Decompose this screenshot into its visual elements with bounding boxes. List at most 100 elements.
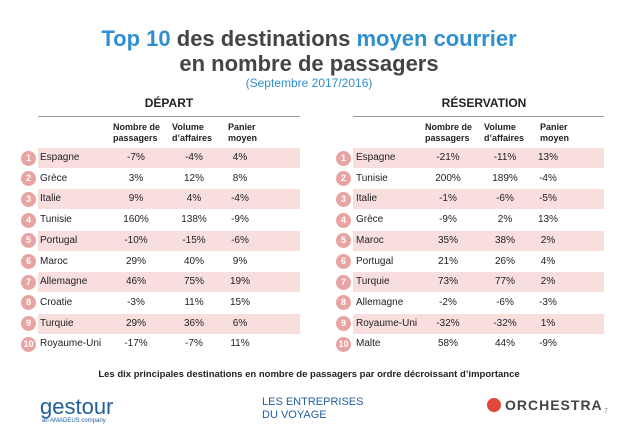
cell-value: 26% [494, 255, 515, 267]
cell-value: 40% [183, 255, 204, 267]
footnote: Les dix principales destinations en nomb… [98, 369, 520, 380]
destination: Tunisie [40, 214, 72, 226]
rank-badge: 6 [21, 254, 36, 269]
cell-value: 38% [494, 234, 515, 246]
column-header: Volume d’affaires [484, 122, 525, 143]
destination: Turquie [40, 317, 74, 329]
cell-value: -9% [539, 338, 557, 350]
cell-value: 44% [494, 338, 515, 350]
gestour-subtitle: an AMADEUS company [42, 418, 106, 424]
table-heading: RÉSERVATION [441, 96, 527, 110]
row-band [38, 148, 300, 168]
rank-badge: 6 [336, 254, 351, 269]
cell-value: -6% [496, 296, 514, 308]
destination: Espagne [356, 152, 396, 163]
rank-badge: 3 [336, 191, 351, 207]
destination: Malte [356, 338, 381, 350]
rank-badge: 8 [21, 295, 36, 311]
cell-value: 11% [184, 296, 204, 308]
cell-value: 58% [437, 338, 458, 350]
rank-badge: 5 [336, 233, 351, 249]
cell-value: 12% [183, 172, 204, 184]
cell-value: 200% [435, 172, 461, 184]
cell-value: -4% [231, 193, 249, 205]
row-band [353, 313, 604, 334]
destination: Allemagne [356, 296, 404, 308]
destination: Royaume-Uni [356, 317, 418, 329]
destination: Portugal [40, 234, 78, 246]
cell-value: -7% [185, 338, 203, 350]
gestour-logo: gestour [40, 394, 114, 419]
cell-value: 4% [186, 193, 202, 205]
cell-value: 11% [230, 338, 250, 350]
table-heading: DÉPART [144, 96, 194, 110]
cell-value: 4% [540, 255, 556, 267]
cell-value: -2% [439, 296, 457, 308]
rank-badge: 5 [21, 233, 36, 249]
destination: Grèce [40, 172, 68, 184]
cell-value: -6% [231, 234, 249, 246]
row-band [38, 230, 300, 251]
destination: Italie [356, 193, 378, 205]
cell-value: 15% [229, 296, 250, 308]
rule [353, 116, 604, 117]
rank-badge: 4 [21, 212, 36, 228]
subtitle: (Septembre 2017/2016) [245, 76, 373, 90]
cell-value: 6% [232, 317, 248, 329]
cell-value: 29% [125, 255, 146, 267]
rule [38, 116, 300, 117]
cell-value: 160% [123, 214, 149, 226]
cell-value: 21% [437, 255, 458, 267]
cell-value: 4% [232, 152, 248, 163]
cell-value: -4% [185, 152, 203, 163]
cell-value: -1% [439, 193, 457, 205]
cell-value: 138% [181, 214, 207, 226]
destination: Turquie [356, 276, 390, 288]
cell-value: 9% [232, 255, 248, 267]
orchestra-logo: ORCHESTRA [505, 397, 603, 413]
column-header: Volume d’affaires [172, 122, 213, 143]
cell-value: 35% [437, 234, 458, 246]
cell-value: -11% [493, 152, 517, 163]
title-line1: Top 10 des destinations moyen courrier [0, 26, 618, 52]
title-part: des destinations [176, 26, 351, 51]
column-header: Panier moyen [540, 122, 570, 143]
rank-badge: 3 [21, 191, 36, 207]
cell-value: 19% [229, 276, 250, 288]
row-band [38, 272, 300, 293]
destination: Royaume-Uni [40, 338, 102, 350]
rank-badge: 7 [336, 274, 351, 290]
destination: Tunisie [356, 172, 388, 184]
destination: Croatie [40, 296, 73, 308]
cell-value: -17% [124, 338, 148, 350]
cell-value: -3% [539, 296, 557, 308]
destination: Grèce [356, 214, 384, 226]
orchestra-icon [487, 398, 501, 412]
cell-value: -7% [127, 152, 145, 163]
rank-badge: 7 [21, 274, 36, 290]
destination: Allemagne [40, 276, 88, 288]
cell-value: 13% [537, 214, 558, 226]
cell-value: 75% [183, 276, 204, 288]
destination: Italie [40, 193, 62, 205]
cell-value: -3% [127, 296, 145, 308]
cell-value: 29% [125, 317, 146, 329]
column-header: Nombre de passagers [113, 122, 161, 143]
cell-value: -9% [231, 214, 249, 226]
row-band [353, 189, 604, 210]
rank-badge: 2 [21, 171, 36, 187]
rank-badge: 4 [336, 212, 351, 228]
cell-value: -10% [124, 234, 148, 246]
cell-value: -15% [182, 234, 206, 246]
destination: Portugal [356, 255, 394, 267]
cell-value: 46% [125, 276, 146, 288]
row-band [353, 230, 604, 251]
edv-logo-line2: DU VOYAGE [262, 409, 327, 421]
cell-value: 3% [128, 172, 144, 184]
cell-value: 2% [540, 276, 556, 288]
cell-value: 8% [232, 172, 248, 184]
rank-badge: 9 [21, 316, 36, 332]
destination: Espagne [40, 152, 80, 163]
row-band [353, 148, 604, 168]
